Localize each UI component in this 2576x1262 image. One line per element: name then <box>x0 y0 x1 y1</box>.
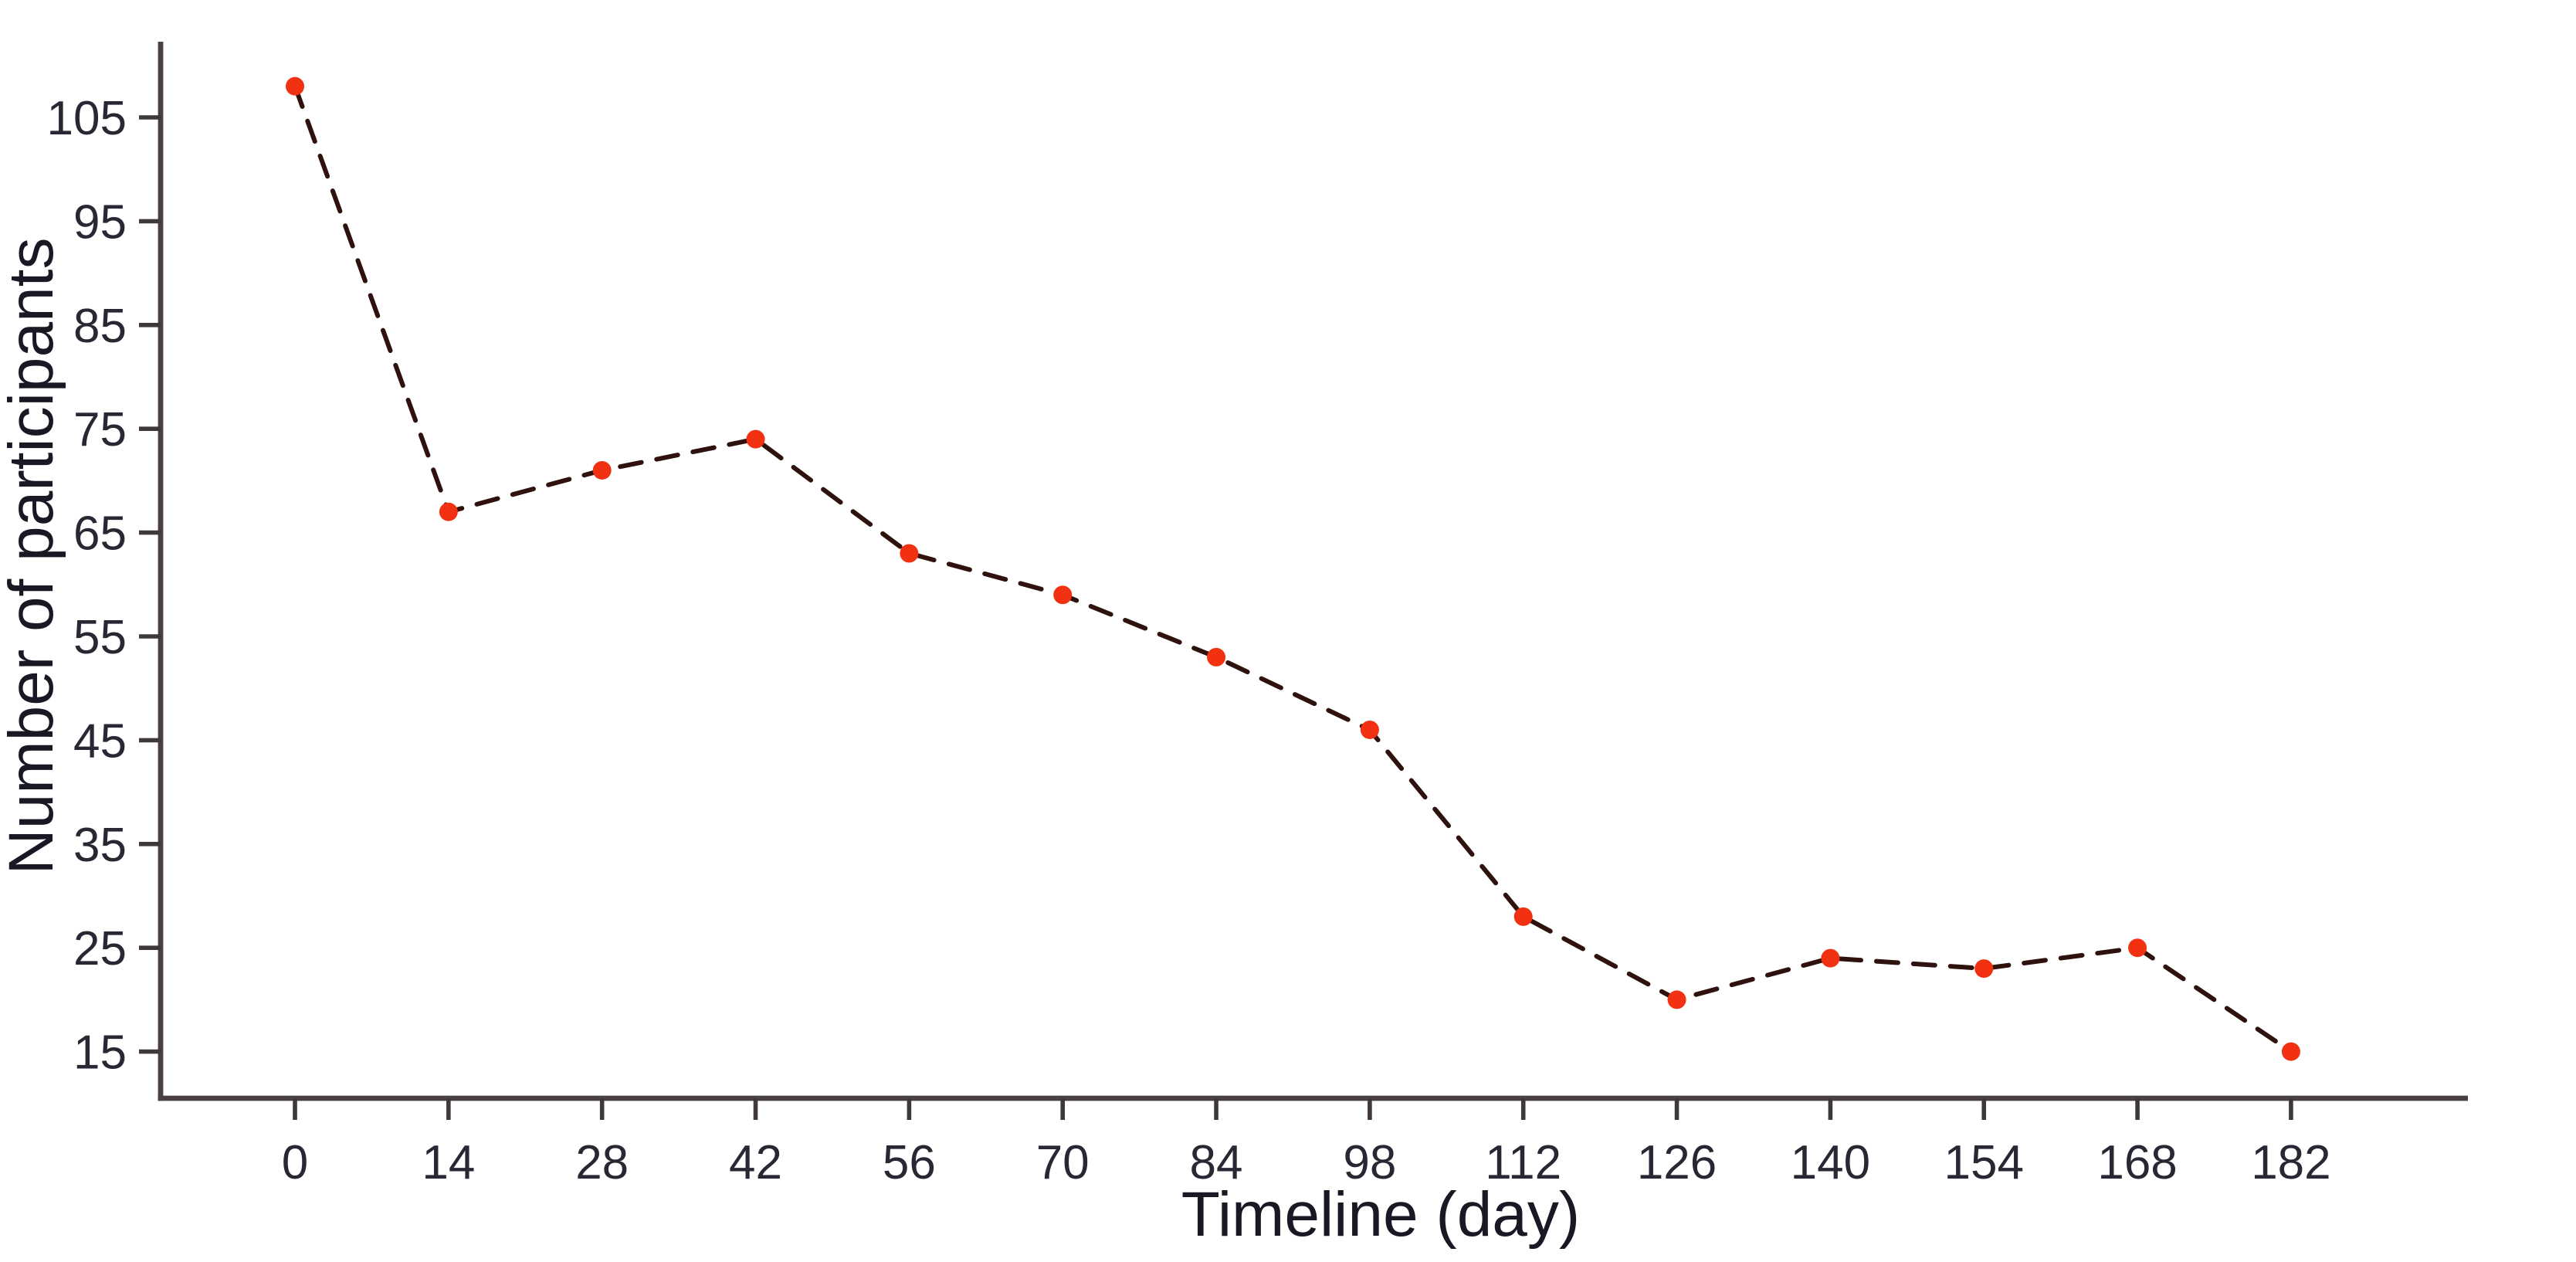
x-tick-label: 14 <box>422 1136 475 1189</box>
data-point <box>2281 1042 2300 1061</box>
data-point <box>746 429 765 449</box>
y-tick-label: 105 <box>47 92 127 145</box>
series-layer <box>286 76 2300 1061</box>
y-tick-label: 65 <box>73 507 127 561</box>
axes-layer: 15 25 35 45 55 65 75 85 95 105 0 14 28 42 56 70 84 98 112 1… <box>47 42 2468 1189</box>
x-tick-label: 70 <box>1036 1136 1090 1189</box>
data-point <box>286 76 304 96</box>
y-tick-label: 55 <box>73 611 127 664</box>
y-tick-label: 85 <box>73 300 127 353</box>
x-tick-label: 42 <box>729 1136 782 1189</box>
x-axis-title: Timeline (day) <box>1181 1179 1580 1250</box>
data-point <box>1360 720 1379 739</box>
data-point <box>1053 585 1073 605</box>
data-point <box>592 460 612 480</box>
x-tick-label: 140 <box>1791 1136 1870 1189</box>
x-tick-label: 168 <box>2097 1136 2177 1189</box>
y-tick-label: 95 <box>73 195 127 249</box>
y-tick-label: 15 <box>73 1026 127 1080</box>
data-point <box>1667 990 1686 1009</box>
series-line <box>293 83 2293 1054</box>
y-tick-label: 45 <box>73 714 127 768</box>
data-point <box>1974 959 1994 979</box>
x-tick-label: 84 <box>1190 1136 1243 1189</box>
x-tick-label: 154 <box>1944 1136 2024 1189</box>
x-tick-label: 0 <box>282 1136 308 1189</box>
x-tick-label: 182 <box>2251 1136 2330 1189</box>
data-point <box>439 502 458 521</box>
x-tick-label: 98 <box>1343 1136 1396 1189</box>
data-point <box>1513 907 1533 926</box>
data-point <box>900 544 919 563</box>
data-point <box>1207 647 1226 667</box>
y-tick-label: 25 <box>73 922 127 975</box>
x-tick-label: 112 <box>1485 1136 1561 1189</box>
x-tick-label: 126 <box>1637 1136 1717 1189</box>
x-tick-label: 56 <box>883 1136 936 1189</box>
y-tick-label: 35 <box>73 819 127 872</box>
y-tick-label: 75 <box>73 403 127 456</box>
y-axis-title: Number of participants <box>0 238 66 875</box>
data-point <box>1821 948 1840 968</box>
data-point <box>2128 938 2147 958</box>
x-tick-label: 28 <box>575 1136 629 1189</box>
